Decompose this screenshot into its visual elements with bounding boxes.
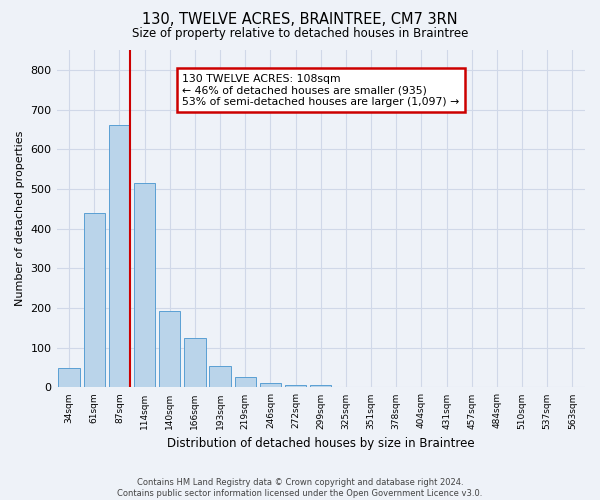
Bar	[235, 376, 256, 388]
Bar	[310, 384, 331, 388]
Bar	[260, 384, 281, 388]
Y-axis label: Number of detached properties: Number of detached properties	[15, 131, 25, 306]
Bar	[134, 183, 155, 388]
Bar	[159, 311, 181, 388]
Bar	[83, 213, 105, 388]
Bar	[184, 338, 206, 388]
Bar	[58, 368, 80, 388]
Text: Size of property relative to detached houses in Braintree: Size of property relative to detached ho…	[132, 28, 468, 40]
Bar	[285, 384, 307, 388]
Text: 130 TWELVE ACRES: 108sqm
← 46% of detached houses are smaller (935)
53% of semi-: 130 TWELVE ACRES: 108sqm ← 46% of detach…	[182, 74, 460, 107]
Bar	[109, 126, 130, 388]
X-axis label: Distribution of detached houses by size in Braintree: Distribution of detached houses by size …	[167, 437, 475, 450]
Bar	[209, 366, 231, 388]
Text: 130, TWELVE ACRES, BRAINTREE, CM7 3RN: 130, TWELVE ACRES, BRAINTREE, CM7 3RN	[142, 12, 458, 28]
Text: Contains HM Land Registry data © Crown copyright and database right 2024.
Contai: Contains HM Land Registry data © Crown c…	[118, 478, 482, 498]
